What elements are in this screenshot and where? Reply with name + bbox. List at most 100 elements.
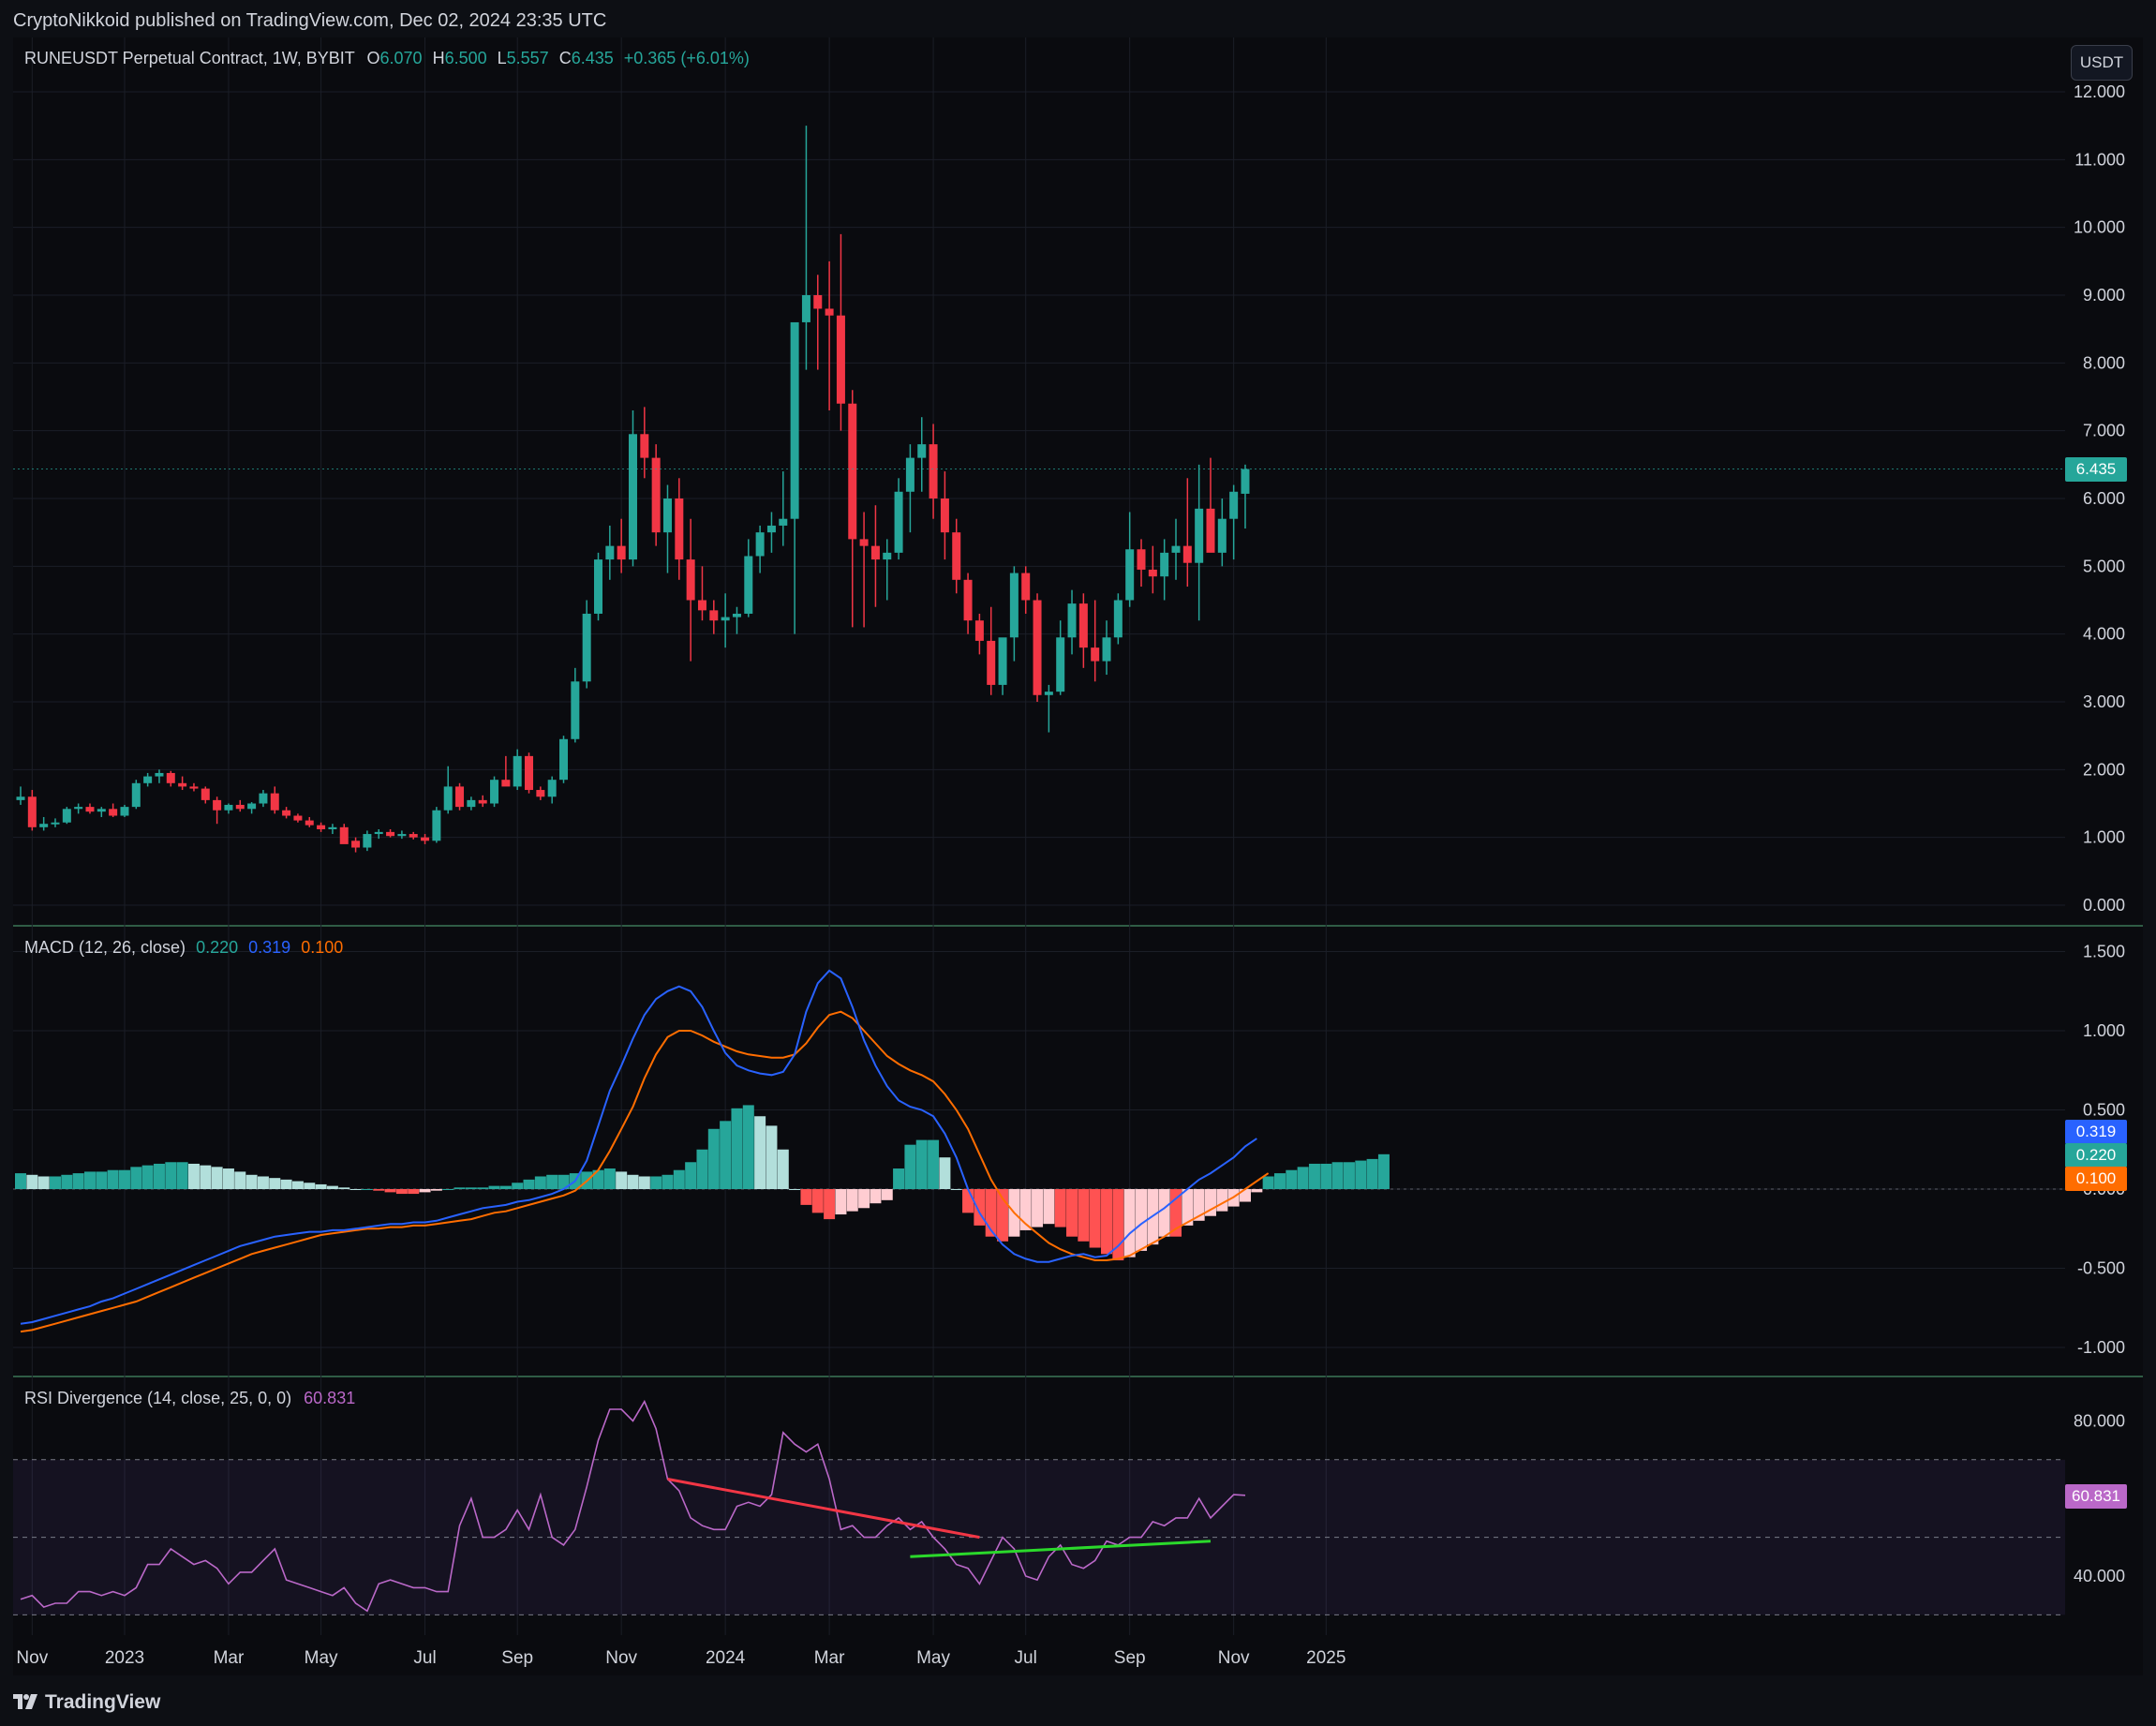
macd-histogram-bar	[673, 1169, 685, 1189]
macd-histogram-bar	[130, 1167, 142, 1189]
chart-frame[interactable]	[13, 37, 2143, 1675]
macd-histogram-bar	[118, 1169, 130, 1189]
macd-histogram-bar	[1123, 1189, 1136, 1257]
macd-histogram-bar	[789, 1189, 801, 1190]
macd-histogram-bar	[1320, 1163, 1332, 1189]
candle-body	[929, 444, 938, 498]
macd-histogram-bar	[26, 1174, 38, 1189]
macd-histogram-bar	[49, 1176, 61, 1189]
macd-histogram-bar	[650, 1176, 662, 1189]
candle-body	[790, 321, 799, 519]
candle-body	[651, 457, 661, 533]
brand-name[interactable]: TradingView	[45, 1690, 161, 1713]
macd-histogram-bar	[72, 1173, 84, 1189]
macd-histogram-bar	[835, 1189, 847, 1215]
macd-histogram-bar	[846, 1189, 858, 1212]
candle-body	[1067, 603, 1077, 638]
macd-histogram-bar	[245, 1174, 258, 1189]
close-value: 6.435	[571, 49, 614, 67]
grid-layer	[13, 37, 2143, 1635]
rsi-line	[20, 1399, 1246, 1613]
macd-histogram-bar	[592, 1169, 604, 1189]
rsi-title[interactable]: RSI Divergence (14, close, 25, 0, 0)	[24, 1389, 292, 1407]
candle-body	[409, 834, 418, 838]
candle-body	[1148, 569, 1157, 577]
macd-line	[20, 969, 1257, 1325]
candle-body	[27, 796, 37, 827]
macd-tick-label: -1.000	[2077, 1338, 2125, 1357]
candle-body	[1206, 508, 1215, 553]
currency-button[interactable]: USDT	[2071, 45, 2133, 81]
candle-body	[397, 834, 407, 837]
candle-body	[582, 613, 591, 682]
macd-title[interactable]: MACD (12, 26, close)	[24, 938, 186, 957]
macd-histogram-bar	[1366, 1158, 1378, 1189]
macd-histogram-bar	[731, 1108, 743, 1189]
macd-histogram-bar	[1239, 1189, 1251, 1202]
rsi-badge: 60.831	[2065, 1484, 2127, 1509]
macd-tick-label: 1.000	[2083, 1021, 2125, 1040]
macd-histogram-bar	[858, 1189, 870, 1209]
x-axis-label: Nov	[16, 1648, 48, 1668]
candle-body	[1125, 549, 1135, 601]
candle-body	[952, 532, 961, 580]
published-text: CryptoNikkoid published on TradingView.c…	[13, 10, 607, 31]
last-price-badge: 6.435	[2065, 457, 2127, 482]
macd-histogram-bar	[176, 1162, 188, 1189]
macd-legend: MACD (12, 26, close) 0.220 0.319 0.100	[24, 938, 343, 958]
x-axis-label: Jul	[1015, 1648, 1037, 1668]
low-label: L	[497, 49, 507, 67]
macd-histogram-bar	[234, 1171, 246, 1189]
macd-histogram-bar	[720, 1121, 732, 1189]
candle-body	[131, 782, 141, 808]
high-label: H	[432, 49, 445, 67]
candle-body	[779, 518, 788, 526]
candle-body	[917, 444, 927, 458]
macd-histogram-bar	[1043, 1189, 1055, 1225]
macd-histogram-bar	[707, 1128, 720, 1189]
macd-histogram-bar	[662, 1174, 674, 1189]
candle-body	[525, 755, 534, 791]
candle-body	[443, 786, 453, 811]
macd-histogram-bar	[1158, 1189, 1170, 1237]
candle-body	[547, 780, 557, 797]
macd-histogram-bar	[1331, 1162, 1344, 1189]
candle-body	[421, 837, 430, 841]
bullish-divergence-line	[910, 1540, 1212, 1558]
candle-body	[628, 434, 637, 560]
price-tick-label: 5.000	[2083, 557, 2125, 575]
macd-histogram-bar	[419, 1189, 431, 1193]
rsi-pane	[13, 1399, 2065, 1615]
macd-histogram-bar	[638, 1176, 650, 1189]
candle-body	[270, 793, 279, 811]
macd-histogram-bar	[338, 1187, 350, 1189]
macd-hist-badge: 0.220	[2065, 1143, 2127, 1168]
symbol-label[interactable]: RUNEUSDT Perpetual Contract, 1W, BYBIT	[24, 49, 355, 67]
macd-histogram-bar	[603, 1168, 616, 1189]
candle-body	[178, 782, 187, 787]
candle-body	[455, 786, 465, 808]
macd-histogram-bar	[269, 1178, 281, 1189]
macd-histogram-bar	[96, 1171, 108, 1189]
candle-body	[478, 799, 487, 804]
macd-histogram-bar	[1054, 1189, 1066, 1228]
macd-histogram-bar	[291, 1181, 304, 1189]
x-axis-label: 2025	[1306, 1648, 1346, 1668]
price-tick-label: 9.000	[2083, 286, 2125, 305]
x-axis-label: Sep	[1114, 1648, 1146, 1668]
rsi-tick-label: 80.000	[2074, 1411, 2125, 1430]
macd-histogram-bar	[512, 1183, 524, 1189]
candle-body	[432, 810, 441, 841]
macd-histogram-bar	[442, 1189, 454, 1190]
macd-histogram-bar	[811, 1189, 824, 1213]
x-axis-label: May	[305, 1648, 338, 1668]
rsi-tick-label: 40.000	[2074, 1567, 2125, 1585]
macd-tick-label: -0.500	[2077, 1259, 2125, 1278]
macd-histogram-bar	[881, 1189, 893, 1200]
candle-body	[339, 826, 349, 844]
macd-histogram-bar	[304, 1183, 316, 1189]
candle-body	[513, 755, 522, 787]
macd-histogram-bar	[465, 1187, 477, 1189]
candle-body	[894, 491, 903, 553]
